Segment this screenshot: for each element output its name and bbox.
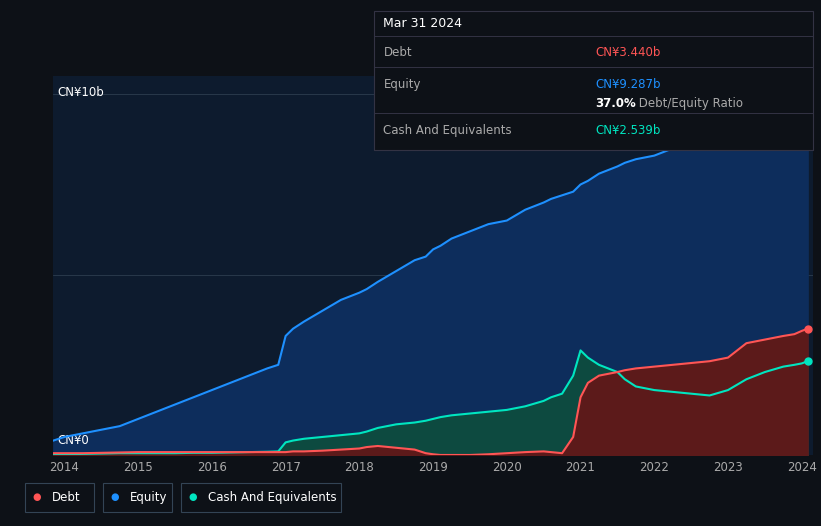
Text: Mar 31 2024: Mar 31 2024 bbox=[383, 17, 462, 30]
Text: Debt: Debt bbox=[52, 491, 80, 503]
Text: 37.0%: 37.0% bbox=[595, 97, 636, 110]
Text: ●: ● bbox=[111, 492, 119, 502]
Text: CN¥10b: CN¥10b bbox=[57, 86, 104, 99]
Text: Equity: Equity bbox=[383, 78, 421, 91]
Text: CN¥2.539b: CN¥2.539b bbox=[595, 124, 661, 137]
Text: Cash And Equivalents: Cash And Equivalents bbox=[208, 491, 337, 503]
Text: Equity: Equity bbox=[130, 491, 167, 503]
Text: Debt: Debt bbox=[383, 46, 412, 59]
Text: CN¥9.287b: CN¥9.287b bbox=[595, 78, 661, 91]
Text: CN¥3.440b: CN¥3.440b bbox=[595, 46, 661, 59]
Text: CN¥0: CN¥0 bbox=[57, 434, 89, 448]
Text: ●: ● bbox=[33, 492, 41, 502]
Text: Cash And Equivalents: Cash And Equivalents bbox=[383, 124, 512, 137]
Text: Debt/Equity Ratio: Debt/Equity Ratio bbox=[635, 97, 743, 110]
Text: ●: ● bbox=[189, 492, 197, 502]
